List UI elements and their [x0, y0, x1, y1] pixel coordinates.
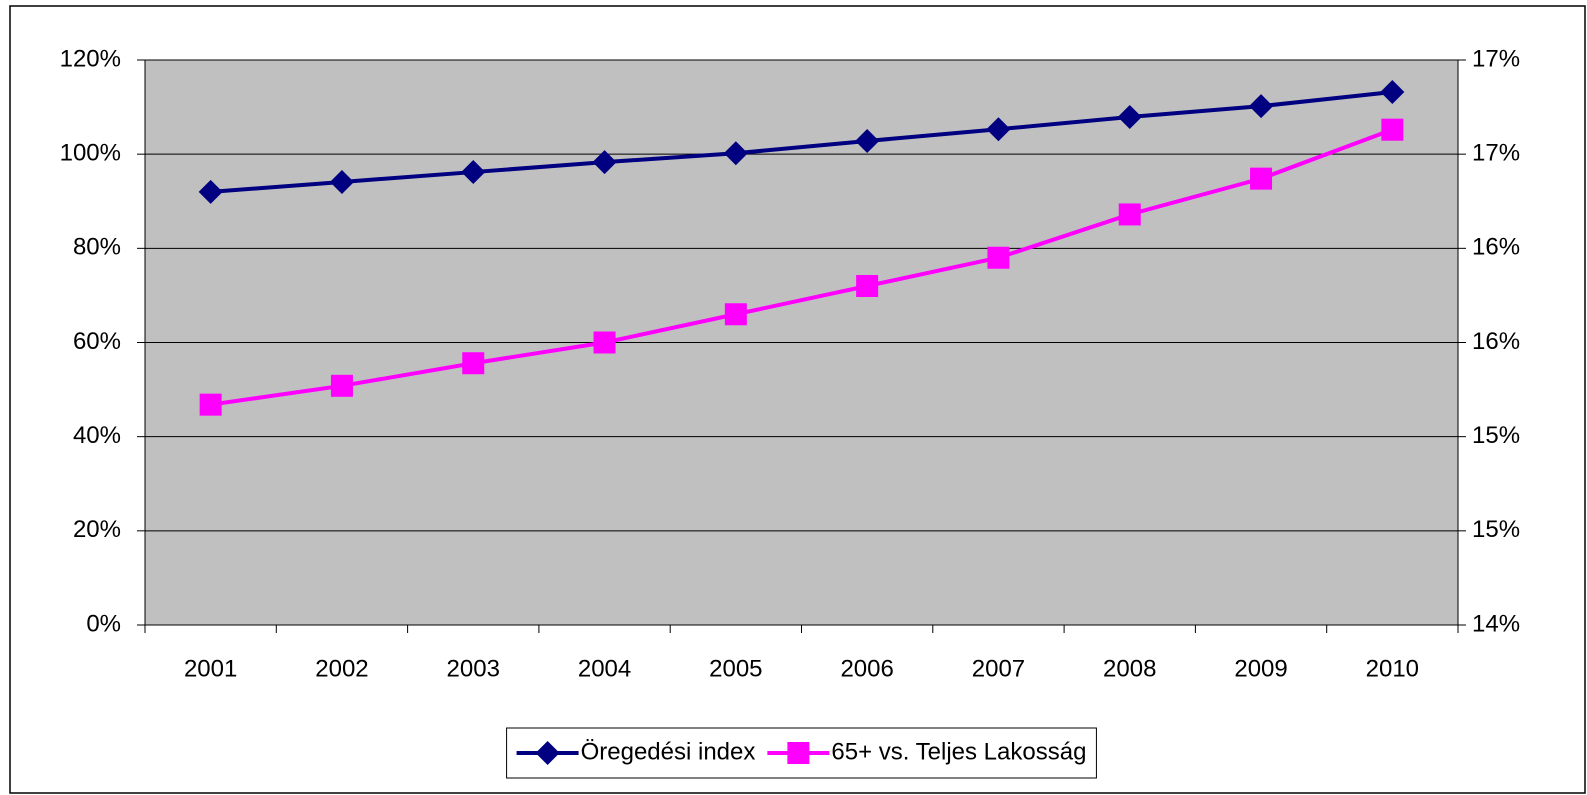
y-tick-label: 40%	[73, 422, 121, 449]
y-tick-label: 120%	[60, 45, 121, 72]
data-point	[723, 141, 748, 166]
data-point	[1381, 118, 1404, 141]
data-point	[199, 393, 222, 416]
data-point	[1118, 203, 1141, 226]
data-point	[1250, 167, 1273, 190]
legend: Öregedési index 65+ vs. Teljes Lakosság	[506, 727, 1097, 779]
y2-tick-label: 15%	[1472, 422, 1520, 449]
data-point	[724, 303, 747, 326]
series-line	[210, 90, 1393, 194]
y-tick-label: 0%	[86, 610, 121, 637]
legend-item: Öregedési index	[516, 738, 756, 765]
legend-marker	[535, 741, 560, 765]
data-point	[461, 160, 486, 185]
data-point	[593, 331, 616, 354]
data-point	[1117, 104, 1142, 129]
data-point	[592, 150, 617, 175]
y-tick-label: 100%	[60, 140, 121, 167]
legend-marker	[787, 742, 810, 764]
y2-tick-label: 17%	[1472, 45, 1520, 72]
y2-tick-label: 16%	[1472, 234, 1520, 261]
data-point	[987, 246, 1010, 269]
y2-tick-label: 17%	[1472, 140, 1520, 167]
y2-tick-label: 16%	[1472, 328, 1520, 355]
data-point	[856, 275, 879, 297]
x-tick-label: 2003	[447, 655, 500, 682]
data-point	[1380, 80, 1405, 105]
legend-label: Öregedési index	[581, 738, 756, 765]
data-point	[1249, 94, 1274, 119]
x-tick-label: 2009	[1234, 655, 1287, 682]
data-point	[198, 179, 223, 204]
data-point	[855, 128, 880, 153]
legend-item: 65+ vs. Teljes Lakosság	[767, 738, 1086, 765]
data-point	[986, 117, 1011, 142]
y-tick-label: 80%	[73, 234, 121, 261]
series-line	[210, 127, 1394, 407]
x-tick-label: 2007	[972, 655, 1025, 682]
x-tick-label: 2010	[1366, 655, 1419, 682]
x-tick-label: 2004	[578, 655, 631, 682]
data-point	[462, 352, 485, 375]
x-tick-label: 2006	[840, 655, 893, 682]
y2-tick-label: 15%	[1472, 516, 1520, 543]
legend-label: 65+ vs. Teljes Lakosság	[831, 738, 1086, 765]
x-tick-label: 2008	[1103, 655, 1156, 682]
y2-tick-label: 14%	[1472, 610, 1520, 637]
x-tick-label: 2002	[315, 655, 368, 682]
data-point	[329, 169, 354, 194]
x-tick-label: 2001	[184, 655, 237, 682]
data-point	[330, 374, 353, 397]
y-tick-label: 20%	[73, 516, 121, 543]
y-tick-label: 60%	[73, 328, 121, 355]
x-tick-label: 2005	[709, 655, 762, 682]
